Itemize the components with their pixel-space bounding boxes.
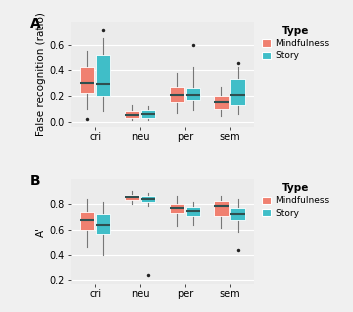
Bar xyxy=(141,110,155,118)
Bar xyxy=(186,207,200,216)
Y-axis label: A': A' xyxy=(36,227,46,236)
Bar xyxy=(96,55,110,96)
Bar xyxy=(80,66,94,93)
Bar xyxy=(80,212,94,230)
Text: B: B xyxy=(30,174,41,188)
Bar xyxy=(186,88,200,100)
Bar xyxy=(141,196,155,202)
Bar xyxy=(231,207,245,220)
Bar xyxy=(169,87,184,102)
Bar xyxy=(214,201,229,216)
Bar xyxy=(96,214,110,234)
Text: A: A xyxy=(30,17,41,31)
Legend: Mindfulness, Story: Mindfulness, Story xyxy=(261,24,331,62)
Bar xyxy=(214,96,229,109)
Bar xyxy=(125,111,139,118)
Bar xyxy=(231,79,245,105)
Y-axis label: False recognition (ratio): False recognition (ratio) xyxy=(36,12,46,136)
Bar xyxy=(125,195,139,200)
Legend: Mindfulness, Story: Mindfulness, Story xyxy=(261,182,331,219)
Bar xyxy=(169,204,184,213)
